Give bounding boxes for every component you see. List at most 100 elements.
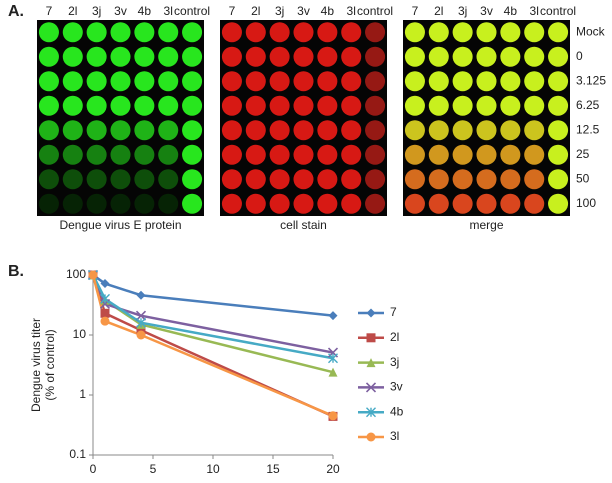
well <box>476 22 497 43</box>
well <box>110 22 131 43</box>
column-label: 2l <box>68 4 77 18</box>
well <box>341 71 362 92</box>
well <box>134 46 155 67</box>
well <box>548 193 569 214</box>
well <box>341 193 362 214</box>
well <box>365 95 386 116</box>
well <box>245 46 266 67</box>
well <box>476 71 497 92</box>
well <box>428 22 449 43</box>
well <box>524 95 545 116</box>
column-label: 4b <box>138 4 152 18</box>
marker <box>328 353 338 364</box>
well <box>221 22 242 43</box>
well <box>134 71 155 92</box>
well <box>293 169 314 190</box>
marker <box>100 279 110 289</box>
well <box>452 95 473 116</box>
well <box>86 71 107 92</box>
well <box>524 193 545 214</box>
well <box>110 95 131 116</box>
well <box>110 46 131 67</box>
well <box>62 169 83 190</box>
well <box>38 144 59 165</box>
well <box>245 120 266 141</box>
well <box>38 22 59 43</box>
marker <box>328 367 338 377</box>
legend-label: 3j <box>390 355 399 369</box>
well <box>428 120 449 141</box>
panel-caption: Dengue virus E protein <box>59 218 181 232</box>
well <box>293 144 314 165</box>
well <box>62 71 83 92</box>
panel-label: B. <box>8 263 24 280</box>
marker <box>100 293 110 304</box>
well <box>86 120 107 141</box>
well <box>245 95 266 116</box>
well <box>476 120 497 141</box>
well <box>404 46 425 67</box>
panel-caption: cell stain <box>280 218 327 232</box>
column-label: 3j <box>458 4 467 18</box>
well <box>182 144 203 165</box>
column-label: control <box>357 4 393 18</box>
marker <box>135 310 147 321</box>
well <box>452 169 473 190</box>
x-tick-label: 5 <box>150 462 157 476</box>
column-label: control <box>540 4 576 18</box>
well <box>245 144 266 165</box>
legend-label: 4b <box>390 404 404 418</box>
well <box>293 95 314 116</box>
column-label: 7 <box>46 4 53 18</box>
well <box>158 71 179 92</box>
well <box>158 144 179 165</box>
well <box>245 193 266 214</box>
y-tick-label: 0.1 <box>69 447 86 461</box>
well <box>365 71 386 92</box>
well <box>62 95 83 116</box>
column-label: 7 <box>229 4 236 18</box>
well <box>182 46 203 67</box>
well <box>86 22 107 43</box>
x-tick-label: 0 <box>90 462 97 476</box>
well <box>428 169 449 190</box>
legend-label: 3l <box>390 429 399 443</box>
well <box>404 71 425 92</box>
well <box>38 95 59 116</box>
row-label: Mock <box>576 24 606 38</box>
well <box>404 169 425 190</box>
well <box>428 71 449 92</box>
marker <box>366 333 376 343</box>
well <box>404 95 425 116</box>
marker <box>365 382 377 393</box>
well <box>158 120 179 141</box>
y-axis-title: (% of control) <box>43 329 57 400</box>
well <box>428 46 449 67</box>
well <box>62 193 83 214</box>
well <box>269 22 290 43</box>
well <box>221 193 242 214</box>
well <box>548 144 569 165</box>
well <box>86 46 107 67</box>
well <box>500 95 521 116</box>
well <box>452 120 473 141</box>
well <box>293 71 314 92</box>
well <box>341 46 362 67</box>
well <box>500 71 521 92</box>
well <box>38 46 59 67</box>
well <box>548 169 569 190</box>
well <box>317 169 338 190</box>
well <box>524 120 545 141</box>
well <box>524 22 545 43</box>
well <box>62 120 83 141</box>
well <box>221 144 242 165</box>
well <box>110 71 131 92</box>
well <box>476 193 497 214</box>
well <box>269 169 290 190</box>
well <box>500 144 521 165</box>
well <box>500 22 521 43</box>
series-line <box>91 274 334 417</box>
well <box>365 144 386 165</box>
well <box>158 95 179 116</box>
well <box>62 46 83 67</box>
